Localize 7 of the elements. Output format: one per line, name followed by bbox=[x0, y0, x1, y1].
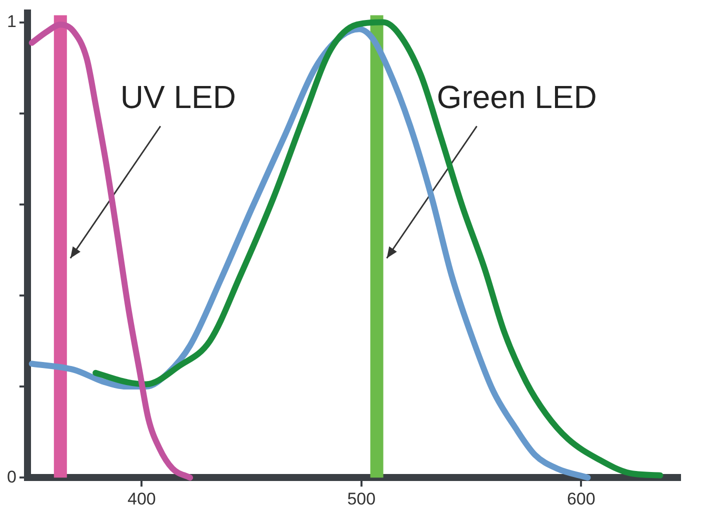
ref-line-label: Green LED bbox=[436, 79, 597, 116]
y-tick-label: 1 bbox=[6, 12, 16, 31]
x-tick-label: 400 bbox=[128, 489, 156, 508]
x-tick-label: 600 bbox=[566, 489, 596, 508]
y-tick-label: 0 bbox=[6, 467, 16, 486]
x-tick-label: 500 bbox=[347, 489, 376, 508]
ref-line-label: UV LED bbox=[120, 79, 236, 116]
